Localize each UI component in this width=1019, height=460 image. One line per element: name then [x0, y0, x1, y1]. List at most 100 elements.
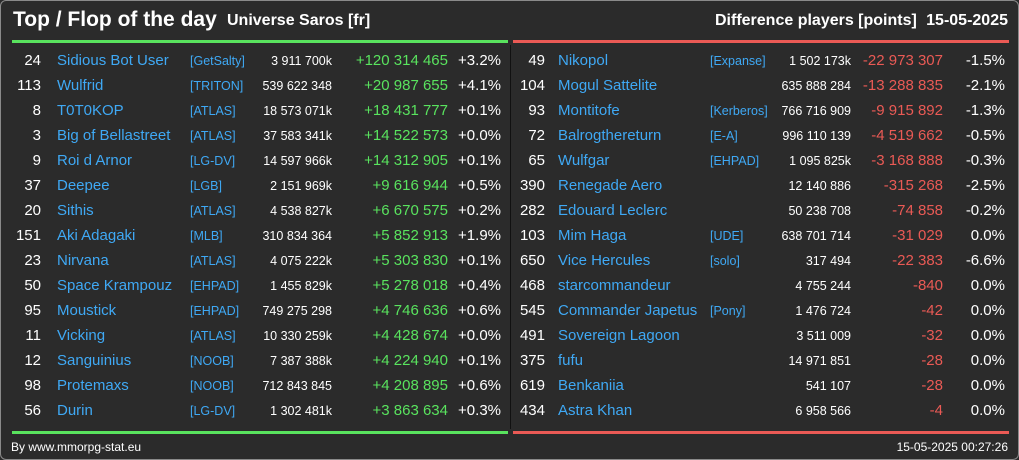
flop-row: 65 Wulfgar [EHPAD] 1 095 825k -3 168 888 -0.3… [511, 148, 1018, 173]
panel-separator [510, 45, 511, 429]
alliance-tag-link[interactable]: [EHPAD] [190, 304, 240, 318]
flop-row: 282 Edouard Leclerc 50 238 708 -74 858 -0.2% [511, 198, 1018, 223]
player-name-link[interactable]: fufu [558, 352, 584, 369]
player-rank: 12 [24, 352, 41, 369]
player-name-link[interactable]: Sovereign Lagoon [558, 327, 680, 344]
player-points: 749 275 298 [262, 304, 332, 318]
points-difference: -315 268 [883, 177, 943, 194]
top-row: 50 Space Krampouz [EHPAD] 1 455 829k +5 278 … [1, 273, 509, 298]
percent-change: +0.3% [458, 402, 501, 419]
top-row: 8 T0T0KOP [ATLAS] 18 573 071k +18 431 777 +0.… [1, 98, 509, 123]
alliance-tag-link[interactable]: [Pony] [710, 304, 746, 318]
player-points: 638 701 714 [781, 229, 851, 243]
player-name-link[interactable]: Sanguinius [57, 352, 132, 369]
alliance-tag-link[interactable]: [ATLAS] [190, 254, 236, 268]
player-name-link[interactable]: Commander Japetus [558, 302, 698, 319]
player-points: 635 888 284 [781, 79, 851, 93]
player-name-link[interactable]: Edouard Leclerc [558, 202, 668, 219]
alliance-tag-link[interactable]: [NOOB] [190, 379, 234, 393]
percent-change: +3.2% [458, 52, 501, 69]
player-name-link[interactable]: Nirvana [57, 252, 109, 269]
top-row: 37 Deepee [LGB] 2 151 969k +9 616 944 +0.5% [1, 173, 509, 198]
player-points: 18 573 071k [263, 104, 332, 118]
player-name-link[interactable]: Space Krampouz [57, 277, 173, 294]
source-credit: By www.mmorpg-stat.eu [11, 440, 142, 454]
player-rank: 37 [24, 177, 41, 194]
alliance-tag-link[interactable]: [Kerberos] [710, 104, 768, 118]
alliance-tag-link[interactable]: [EHPAD] [710, 154, 760, 168]
player-points: 1 455 829k [270, 279, 332, 293]
alliance-tag-link[interactable]: [solo] [710, 254, 740, 268]
player-name-link[interactable]: Montitofe [558, 102, 620, 119]
percent-change: +0.6% [458, 377, 501, 394]
alliance-tag-link[interactable]: [LGB] [190, 179, 222, 193]
points-difference: -9 915 892 [871, 102, 943, 119]
player-name-link[interactable]: Benkaniia [558, 377, 624, 394]
player-name-link[interactable]: Balrogthereturn [558, 127, 662, 144]
alliance-tag-link[interactable]: [EHPAD] [190, 279, 240, 293]
flop-row: 390 Renegade Aero 12 140 886 -315 268 -2.5% [511, 173, 1018, 198]
player-points: 7 387 388k [270, 354, 332, 368]
player-points: 37 583 341k [263, 129, 332, 143]
player-name-link[interactable]: Aki Adagaki [57, 227, 136, 244]
player-rank: 103 [519, 227, 545, 244]
player-name-link[interactable]: T0T0KOP [57, 102, 124, 119]
percent-change: +0.6% [458, 302, 501, 319]
alliance-tag-link[interactable]: [MLB] [190, 229, 223, 243]
player-points: 766 716 909 [781, 104, 851, 118]
player-name-link[interactable]: Sithis [57, 202, 94, 219]
percent-change: +0.5% [458, 177, 501, 194]
top-divider [12, 40, 508, 43]
alliance-tag-link[interactable]: [ATLAS] [190, 204, 236, 218]
percent-change: -2.1% [965, 77, 1005, 94]
points-difference: -22 383 [892, 252, 943, 269]
player-name-link[interactable]: Deepee [57, 177, 110, 194]
player-rank: 50 [24, 277, 41, 294]
alliance-tag-link[interactable]: [LG-DV] [190, 404, 236, 418]
alliance-tag-link[interactable]: [Expanse] [710, 54, 766, 68]
points-difference: -22 973 307 [862, 52, 943, 69]
player-points: 2 151 969k [270, 179, 332, 193]
alliance-tag-link[interactable]: [E-A] [710, 129, 738, 143]
player-name-link[interactable]: Nikopol [558, 52, 609, 69]
flop-row: 434 Astra Khan 6 958 566 -4 0.0% [511, 398, 1018, 423]
percent-change: +0.1% [458, 102, 501, 119]
alliance-tag-link[interactable]: [TRITON] [190, 79, 244, 93]
alliance-tag-link[interactable]: [NOOB] [190, 354, 234, 368]
player-name-link[interactable]: Moustick [57, 302, 117, 319]
player-name-link[interactable]: Roi d Arnor [57, 152, 133, 169]
alliance-tag-link[interactable]: [GetSalty] [190, 54, 245, 68]
player-points: 1 302 481k [270, 404, 332, 418]
player-name-link[interactable]: Wulfrid [57, 77, 104, 94]
player-name-link[interactable]: Renegade Aero [558, 177, 663, 194]
player-rank: 65 [528, 152, 545, 169]
player-name-link[interactable]: Sidious Bot User [57, 52, 169, 69]
flop-divider [513, 40, 1009, 43]
player-name-link[interactable]: Astra Khan [558, 402, 633, 419]
player-name-link[interactable]: Mim Haga [558, 227, 627, 244]
player-rank: 104 [519, 77, 545, 94]
flop-row: 468 starcommandeur 4 755 244 -840 0.0% [511, 273, 1018, 298]
player-name-link[interactable]: starcommandeur [558, 277, 671, 294]
player-name-link[interactable]: Vicking [57, 327, 106, 344]
player-name-link[interactable]: Wulfgar [558, 152, 610, 169]
player-rank: 95 [24, 302, 41, 319]
top-row: 56 Durin [LG-DV] 1 302 481k +3 863 634 +0.3% [1, 398, 509, 423]
player-points: 539 622 348 [262, 79, 332, 93]
alliance-tag-link[interactable]: [UDE] [710, 229, 744, 243]
player-points: 1 095 825k [789, 154, 851, 168]
player-name-link[interactable]: Big of Bellastreet [57, 127, 171, 144]
player-rank: 98 [24, 377, 41, 394]
alliance-tag-link[interactable]: [ATLAS] [190, 129, 236, 143]
player-name-link[interactable]: Protemaxs [57, 377, 129, 394]
flop-row: 49 Nikopol [Expanse] 1 502 173k -22 973 307 -… [511, 48, 1018, 73]
player-name-link[interactable]: Durin [57, 402, 93, 419]
alliance-tag-link[interactable]: [ATLAS] [190, 329, 236, 343]
alliance-tag-link[interactable]: [ATLAS] [190, 104, 236, 118]
alliance-tag-link[interactable]: [LG-DV] [190, 154, 236, 168]
player-name-link[interactable]: Vice Hercules [558, 252, 651, 269]
player-rank: 23 [24, 252, 41, 269]
points-difference: +5 303 830 [372, 252, 449, 269]
player-name-link[interactable]: Mogul Sattelite [558, 77, 658, 94]
player-rank: 434 [519, 402, 545, 419]
